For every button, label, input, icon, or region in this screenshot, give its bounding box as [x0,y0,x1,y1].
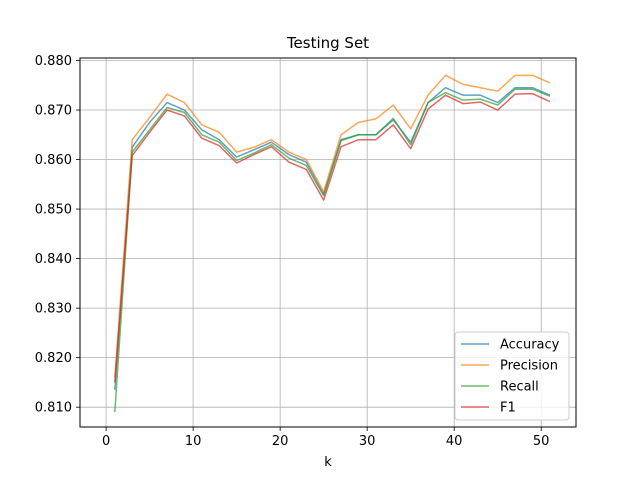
x-tick-label: 30 [359,434,376,449]
y-tick-label: 0.880 [35,54,72,69]
y-tick-label: 0.830 [35,302,72,317]
y-tick-label: 0.810 [35,401,72,416]
x-tick-label: 0 [102,434,110,449]
x-tick-label: 50 [533,434,550,449]
legend-label-precision: Precision [500,359,558,374]
axis-ticks: 0 10 20 30 40 50 0.810 0.820 0.830 0.840 0.850 0.86… [35,54,550,449]
y-tick-label: 0.860 [35,153,72,168]
y-tick-label: 0.820 [35,351,72,366]
y-tick-label: 0.870 [35,104,72,119]
chart-title: Testing Set [286,34,369,52]
grid-lines [80,58,576,427]
legend-label-f1: F1 [500,401,516,416]
x-axis-label: k [324,455,332,470]
series-lines [114,74,551,413]
legend-label-recall: Recall [500,380,539,395]
y-tick-label: 0.850 [35,203,72,218]
series-line-f1 [114,92,551,383]
x-tick-label: 40 [446,434,463,449]
x-tick-label: 20 [272,434,289,449]
series-line-precision [114,74,551,378]
legend-box [454,331,570,421]
series-line-recall [114,88,551,413]
legend: Accuracy Precision Recall F1 [454,331,570,421]
plot-frame [79,57,577,428]
y-tick-label: 0.840 [35,252,72,267]
x-tick-label: 10 [185,434,202,449]
legend-label-accuracy: Accuracy [500,338,560,353]
